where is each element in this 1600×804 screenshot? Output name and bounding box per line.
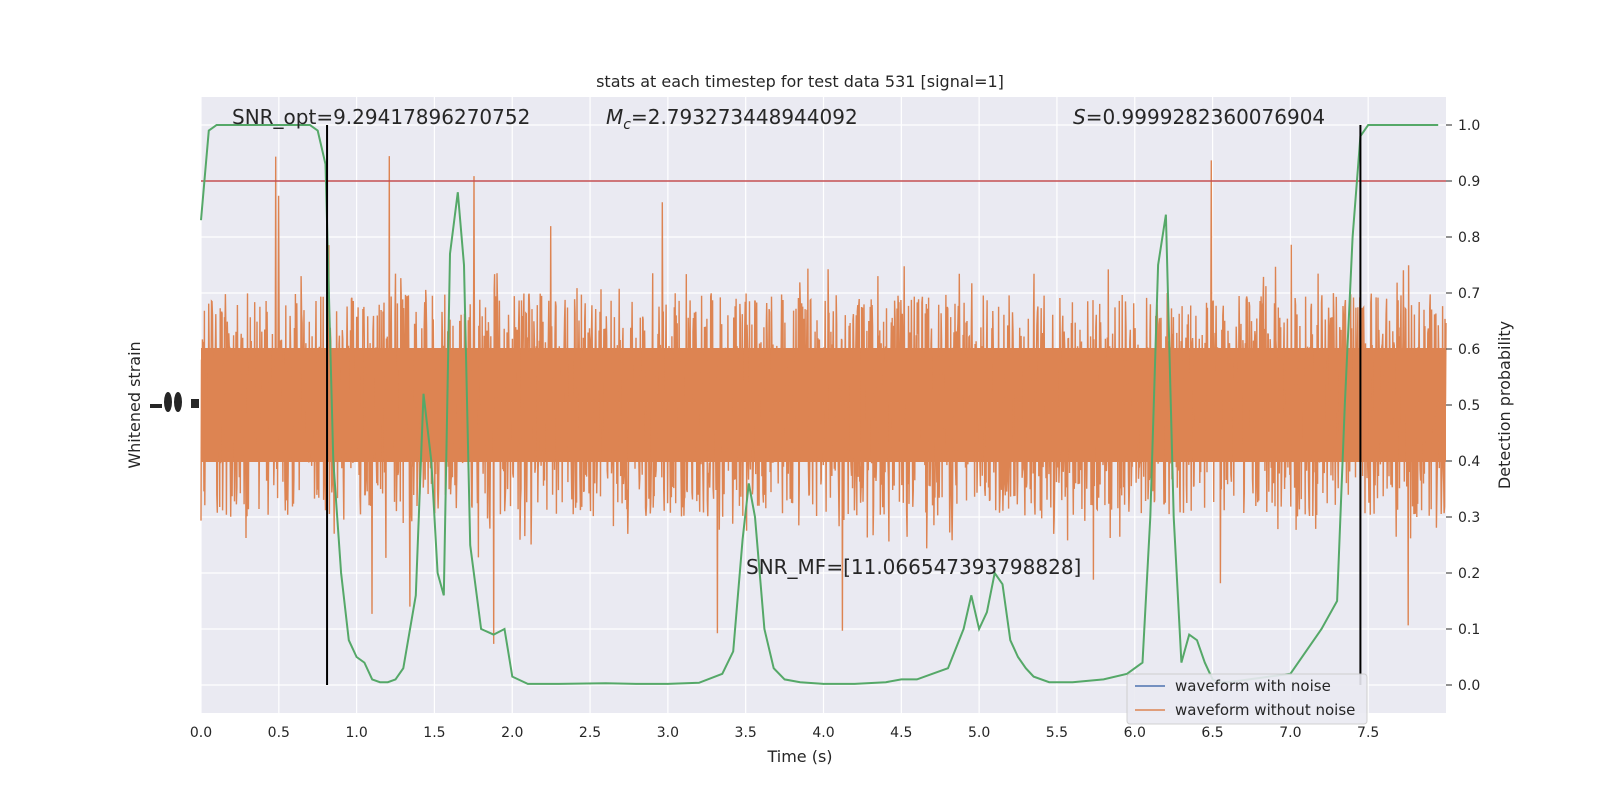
chirp-mass-value: =2.793273448944092 — [631, 105, 858, 129]
strain-trace — [200, 156, 1447, 644]
snr-opt-annotation: SNR_opt=9.29417896270752 — [232, 105, 530, 129]
x-tick-label: 6.0 — [1124, 725, 1146, 741]
y-axis-right-ticks: 0.0 0.1 0.2 0.3 0.4 0.5 0.6 0.7 0.8 0.9 1.0 — [1446, 118, 1480, 694]
x-tick-label: 5.0 — [968, 725, 990, 741]
y-axis-right-label: Detection probability — [1495, 321, 1514, 489]
x-tick-label: 3.0 — [657, 725, 679, 741]
chirp-mass-annotation: Mc=2.793273448944092 — [606, 105, 858, 133]
legend-box — [1126, 673, 1368, 725]
y-tick-label: 0.2 — [1458, 566, 1480, 582]
left-tick-cluster-glyph — [174, 392, 182, 412]
y-tick-label: 1.0 — [1458, 118, 1480, 134]
x-tick-label: 2.5 — [579, 725, 601, 741]
y-tick-label: 0.4 — [1458, 454, 1480, 470]
x-tick-label: 5.5 — [1046, 725, 1068, 741]
x-tick-label: 2.0 — [501, 725, 523, 741]
y-tick-label: 0.0 — [1458, 678, 1480, 694]
strain-waveform — [200, 156, 1447, 644]
y-tick-label: 0.3 — [1458, 510, 1480, 526]
y-tick-label: 0.6 — [1458, 342, 1480, 358]
x-tick-label: 6.5 — [1201, 725, 1223, 741]
chirp-mass-symbol: M — [606, 105, 623, 129]
score-annotation: S=0.9999282360076904 — [1073, 105, 1325, 129]
x-axis-label: Time (s) — [766, 747, 832, 766]
left-tick-cluster-glyph — [164, 392, 172, 412]
y-axis-left-ticks — [150, 392, 199, 412]
y-tick-label: 0.8 — [1458, 230, 1480, 246]
x-tick-label: 4.5 — [890, 725, 912, 741]
y-tick-label: 0.5 — [1458, 398, 1480, 414]
legend-label-noise: waveform with noise — [1175, 677, 1331, 695]
legend-label-clean: waveform without noise — [1175, 701, 1355, 719]
y-tick-label: 0.7 — [1458, 286, 1480, 302]
y-tick-label: 0.9 — [1458, 174, 1480, 190]
x-tick-label: 4.0 — [812, 725, 834, 741]
x-tick-label: 0.5 — [268, 725, 290, 741]
x-tick-label: 1.0 — [345, 725, 367, 741]
y-axis-left-label: Whitened strain — [125, 341, 144, 468]
chart-title: stats at each timestep for test data 531… — [596, 72, 1004, 91]
chirp-mass-subscript: c — [623, 117, 631, 133]
x-axis-ticks: 0.0 0.5 1.0 1.5 2.0 2.5 3.0 3.5 4.0 4.5 5.0 5.5 6.0 6… — [190, 725, 1379, 741]
x-tick-label: 0.0 — [190, 725, 212, 741]
score-symbol: S — [1073, 105, 1086, 129]
legend: waveform with noise waveform without noi… — [1126, 673, 1368, 725]
x-tick-label: 7.5 — [1357, 725, 1379, 741]
x-tick-label: 3.5 — [735, 725, 757, 741]
snr-mf-annotation: SNR_MF=[11.066547393798828] — [746, 555, 1081, 579]
probability-line — [200, 124, 1439, 685]
x-tick-label: 1.5 — [423, 725, 445, 741]
left-tick-cluster-mark — [191, 399, 199, 408]
y-tick-label: 0.1 — [1458, 622, 1480, 638]
score-value: =0.9999282360076904 — [1086, 105, 1325, 129]
x-tick-label: 7.0 — [1279, 725, 1301, 741]
event-markers — [326, 125, 1362, 685]
probability-series — [200, 124, 1439, 685]
left-tick-cluster-bar — [150, 404, 162, 408]
